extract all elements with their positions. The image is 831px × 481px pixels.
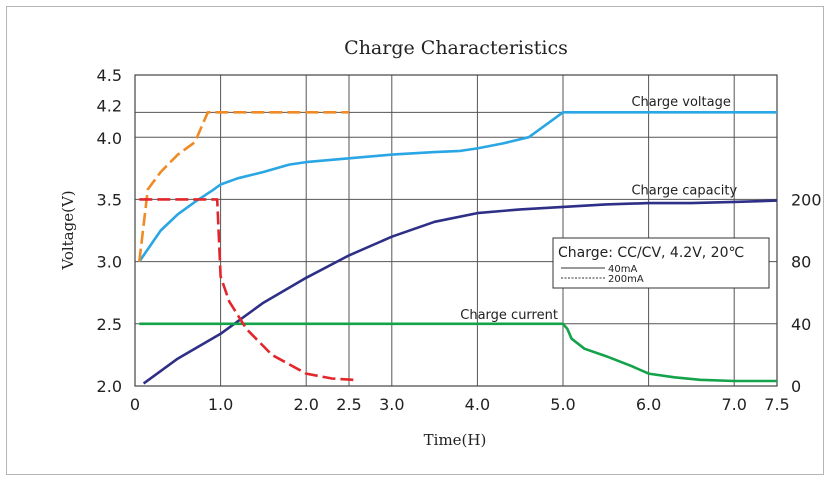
x-tick-label: 6.0 — [636, 395, 661, 414]
curve-labels: Charge voltage Charge capacity Charge curr… — [460, 95, 737, 323]
series-line-charge-current — [139, 322, 777, 383]
x-tick-label: 7.5 — [764, 395, 789, 414]
y-tick-label: 3.5 — [97, 190, 122, 209]
x-tick-label: 5.0 — [550, 395, 575, 414]
y-tick-label: 4.2 — [97, 96, 122, 115]
x-tick-label: 1.0 — [208, 395, 233, 414]
right-tick-label: 0 — [791, 377, 801, 396]
right-tick-label: 80 — [791, 253, 811, 272]
series-line-200ma-current — [139, 198, 354, 382]
legend-entry-label: 200mA — [608, 274, 644, 285]
legend-entry-label: 40mA — [608, 264, 637, 275]
right-tick-label: 40 — [791, 315, 811, 334]
y-axis-title: Voltage(V) — [59, 190, 77, 270]
y-tick-label: 4.0 — [97, 129, 122, 148]
curve-label: Charge current — [460, 308, 558, 323]
chart-title: Charge Characteristics — [344, 37, 568, 59]
x-axis-title: Time(H) — [424, 431, 487, 449]
x-tick-label: 3.0 — [379, 395, 404, 414]
grid — [134, 74, 778, 387]
tick-labels: 0 1.0 2.0 2.5 3.0 4.0 5.0 6.0 7.0 7.5 2.0 2.5 3.0 3.5… — [97, 66, 822, 414]
plot-border — [134, 74, 778, 387]
legend-box — [552, 237, 770, 289]
series-line-200ma-voltage — [138, 111, 349, 262]
y-tick-label: 4.5 — [97, 66, 122, 85]
x-tick-label: 4.0 — [465, 395, 490, 414]
x-tick-label: 2.0 — [293, 395, 318, 414]
series-lines — [138, 111, 778, 385]
y-tick-label: 2.5 — [97, 315, 122, 334]
series-line-charge-voltage — [138, 111, 777, 263]
y-tick-label: 3.0 — [97, 253, 122, 272]
right-tick-label: 200 — [791, 190, 822, 209]
y-tick-label: 2.0 — [97, 377, 122, 396]
x-tick-label: 2.5 — [336, 395, 361, 414]
curve-label: Charge voltage — [631, 95, 730, 110]
chart-frame — [6, 6, 824, 475]
curve-label: Charge capacity — [631, 183, 737, 198]
x-tick-label: 7.0 — [721, 395, 746, 414]
x-tick-label: 0 — [130, 395, 140, 414]
legend-title: Charge: CC/CV, 4.2V, 20℃ — [558, 245, 744, 261]
series-line-charge-capacity — [142, 199, 778, 385]
